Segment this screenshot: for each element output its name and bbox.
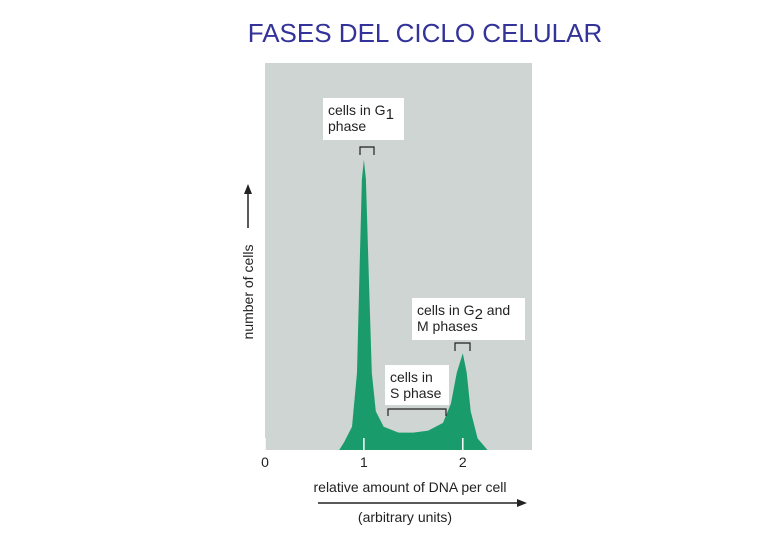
annotation-text: phase — [328, 118, 366, 134]
x-axis-label: relative amount of DNA per cell — [314, 479, 507, 495]
annotation-box — [412, 298, 525, 340]
annotation-span: cells in G — [417, 302, 475, 318]
x-tick-label: 0 — [261, 454, 269, 470]
x-tick-label: 2 — [459, 454, 467, 470]
annotation-bracket — [387, 408, 447, 416]
x-axis-arrowhead — [517, 499, 527, 507]
chart: 0 1 2 relative amount of DNA per cell (arbit… — [240, 63, 532, 525]
annotation-span: and — [483, 302, 510, 318]
annotation-span: M phases — [417, 318, 478, 334]
annotation-text: cells in G1 — [328, 102, 394, 123]
annotation-span: cells in G — [328, 102, 386, 118]
y-axis-label: number of cells — [240, 245, 256, 340]
y-axis-arrowhead — [244, 184, 252, 194]
distribution-area — [339, 159, 488, 451]
annotation-span: S phase — [390, 385, 442, 401]
x-tick-label: 1 — [360, 454, 368, 470]
annotation-text: cells in G2 and — [417, 302, 510, 323]
x-axis-sublabel: (arbitrary units) — [358, 509, 452, 525]
annotation-bracket — [454, 342, 471, 351]
slide-title: FASES DEL CICLO CELULAR — [248, 18, 603, 48]
annotation-subscript: 2 — [475, 306, 483, 323]
annotation-span: cells in — [390, 369, 433, 385]
annotation-box — [385, 365, 449, 405]
annotation-text: M phases — [417, 318, 478, 334]
annotation-subscript: 1 — [386, 106, 394, 123]
annotation-text: S phase — [390, 385, 442, 401]
annotation-text: cells in — [390, 369, 433, 385]
annotation-box — [323, 98, 404, 140]
annotation-bracket — [359, 146, 375, 155]
annotation-span: phase — [328, 118, 366, 134]
